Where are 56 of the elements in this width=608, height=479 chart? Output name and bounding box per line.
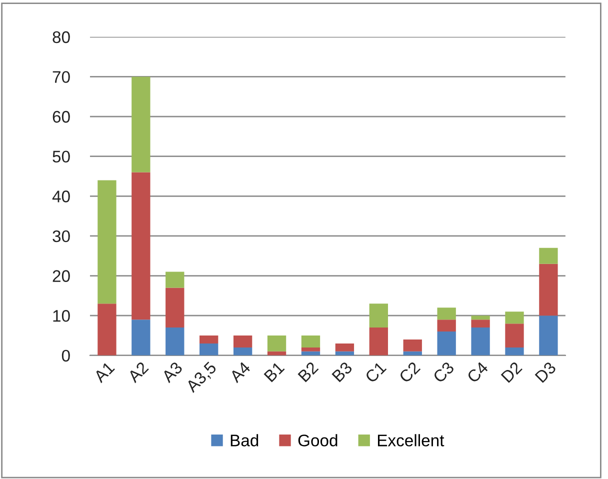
x-tick-label: D2 (500, 361, 522, 383)
y-tick-label: 0 (62, 350, 70, 362)
bar (471, 320, 490, 328)
y-tick-label: 40 (52, 190, 70, 202)
bar (301, 336, 320, 348)
bar (233, 347, 252, 356)
bar (166, 328, 184, 356)
bar (471, 328, 490, 356)
x-tick-label: A4 (228, 361, 252, 384)
x-tick-label: C2 (398, 361, 421, 384)
bar (369, 328, 388, 356)
x-tick-label: B2 (298, 361, 319, 382)
bar (166, 272, 184, 288)
bar (132, 320, 150, 356)
legend-label: Good (298, 434, 338, 446)
x-tick-label: A2 (126, 361, 149, 384)
bar (403, 339, 422, 352)
bar (301, 347, 320, 352)
x-tick-label: B3 (332, 361, 353, 382)
x-tick-label: A3 (160, 361, 184, 384)
y-tick-label: 70 (52, 71, 70, 83)
x-tick-label: A1 (93, 361, 115, 384)
bar (437, 320, 456, 332)
bar (505, 324, 524, 348)
x-tick-label: C4 (466, 360, 489, 384)
y-tick-label: 20 (52, 270, 70, 282)
bar (200, 343, 218, 356)
y-tick-label: 30 (52, 230, 70, 242)
bar (539, 264, 558, 316)
bar (200, 336, 218, 344)
bar (335, 343, 354, 352)
bar (267, 336, 286, 352)
x-tick-label: C1 (364, 361, 387, 384)
y-tick-label: 60 (52, 110, 70, 123)
x-tick-label: D3 (534, 361, 557, 384)
bar (505, 347, 524, 356)
bar (166, 288, 184, 328)
bar (437, 308, 456, 320)
bar (132, 172, 150, 320)
bar (471, 316, 490, 320)
y-tick-label: 10 (53, 310, 70, 322)
bar (98, 180, 116, 304)
x-tick-label: B1 (264, 361, 285, 382)
bar (369, 304, 388, 328)
legend-label: Excellent (378, 434, 444, 446)
bar (539, 316, 558, 356)
bar (98, 304, 116, 356)
legend-label: Bad (230, 434, 258, 446)
bar (132, 76, 150, 172)
x-tick-label: C3 (432, 361, 455, 384)
bar (437, 332, 456, 356)
y-tick-label: 80 (52, 31, 70, 44)
bar (505, 312, 524, 324)
bar (233, 336, 252, 348)
bar (539, 248, 558, 264)
y-tick-label: 50 (52, 150, 70, 163)
